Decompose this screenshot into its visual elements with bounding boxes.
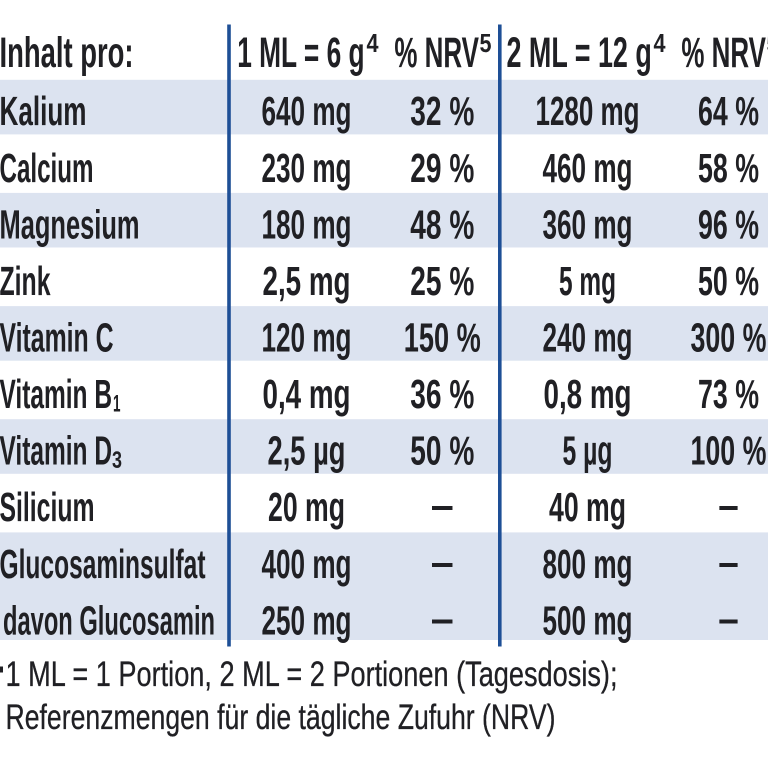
svg-text:230 mg: 230 mg — [262, 145, 352, 191]
svg-text:Glucosaminsulfat: Glucosaminsulfat — [0, 541, 206, 587]
svg-text:240 mg: 240 mg — [543, 315, 633, 361]
svg-text:Zink: Zink — [0, 258, 51, 304]
svg-text:50 %: 50 % — [410, 428, 474, 474]
svg-text:Vitamin B: Vitamin B — [0, 371, 112, 417]
svg-text:1: 1 — [113, 391, 121, 418]
svg-text:–: – — [718, 595, 739, 641]
svg-text:1 ML = 6 g: 1 ML = 6 g — [237, 30, 364, 77]
svg-text:2,5 µg: 2,5 µg — [268, 428, 346, 474]
svg-text:–: – — [431, 482, 454, 528]
svg-text:1280 mg: 1280 mg — [536, 88, 640, 134]
svg-text:360 mg: 360 mg — [543, 201, 633, 247]
svg-text:36 %: 36 % — [410, 371, 474, 417]
svg-text:davon Glucosamin: davon Glucosamin — [3, 597, 215, 643]
svg-text:500 mg: 500 mg — [543, 597, 633, 643]
svg-text:5 µg: 5 µg — [563, 428, 613, 474]
svg-text:5: 5 — [480, 28, 492, 58]
svg-text:400 mg: 400 mg — [262, 541, 352, 587]
svg-text:20 mg: 20 mg — [268, 484, 345, 530]
svg-text:–: – — [718, 539, 739, 585]
svg-text:3: 3 — [112, 447, 122, 474]
svg-text:Kalium: Kalium — [0, 88, 87, 134]
svg-text:250 mg: 250 mg — [262, 597, 352, 643]
svg-text:32 %: 32 % — [410, 88, 474, 134]
svg-text:Calcium: Calcium — [0, 145, 94, 191]
svg-text:800 mg: 800 mg — [543, 541, 633, 587]
svg-text:40 mg: 40 mg — [549, 484, 626, 530]
svg-text:Silicium: Silicium — [0, 484, 95, 530]
svg-text:460 mg: 460 mg — [543, 145, 633, 191]
svg-text:100 %: 100 % — [691, 428, 767, 474]
svg-text:Referenzmengen für die täglich: Referenzmengen für die tägliche Zufuhr (… — [6, 698, 556, 737]
svg-text:640 mg: 640 mg — [262, 88, 352, 134]
svg-text:150 %: 150 % — [404, 315, 481, 361]
svg-text:25 %: 25 % — [410, 258, 474, 304]
svg-text:2 ML = 12 g: 2 ML = 12 g — [507, 30, 652, 77]
svg-text:1 ML = 1 Portion, 2 ML = 2 Por: 1 ML = 1 Portion, 2 ML = 2 Portionen (Ta… — [6, 655, 618, 694]
svg-text:120 mg: 120 mg — [262, 315, 352, 361]
svg-text:4: 4 — [654, 28, 666, 58]
svg-text:Vitamin C: Vitamin C — [0, 315, 114, 361]
svg-text:50 %: 50 % — [698, 258, 759, 304]
svg-text:% NRV: % NRV — [394, 30, 479, 77]
svg-text:Vitamin D: Vitamin D — [0, 428, 112, 474]
svg-text:58 %: 58 % — [698, 145, 759, 191]
svg-text:–: – — [431, 595, 454, 641]
svg-text:2,5 mg: 2,5 mg — [263, 258, 351, 304]
svg-text:29 %: 29 % — [410, 145, 474, 191]
svg-text:4: 4 — [367, 28, 379, 58]
svg-text:Magnesium: Magnesium — [0, 201, 140, 247]
svg-text:300 %: 300 % — [691, 315, 767, 361]
svg-text:–: – — [718, 482, 739, 528]
svg-text:96 %: 96 % — [698, 201, 759, 247]
svg-text:5: 5 — [767, 28, 768, 58]
svg-text:180 mg: 180 mg — [262, 201, 352, 247]
svg-text:0,4 mg: 0,4 mg — [263, 371, 351, 417]
svg-text:73 %: 73 % — [698, 371, 759, 417]
svg-text:% NRV: % NRV — [681, 30, 766, 77]
svg-text:48 %: 48 % — [410, 201, 474, 247]
svg-text:0,8 mg: 0,8 mg — [544, 371, 632, 417]
svg-text:64 %: 64 % — [698, 88, 759, 134]
svg-text:–: – — [431, 539, 454, 585]
svg-text:Inhalt pro:: Inhalt pro: — [0, 30, 134, 77]
svg-text:5 mg: 5 mg — [559, 258, 616, 304]
